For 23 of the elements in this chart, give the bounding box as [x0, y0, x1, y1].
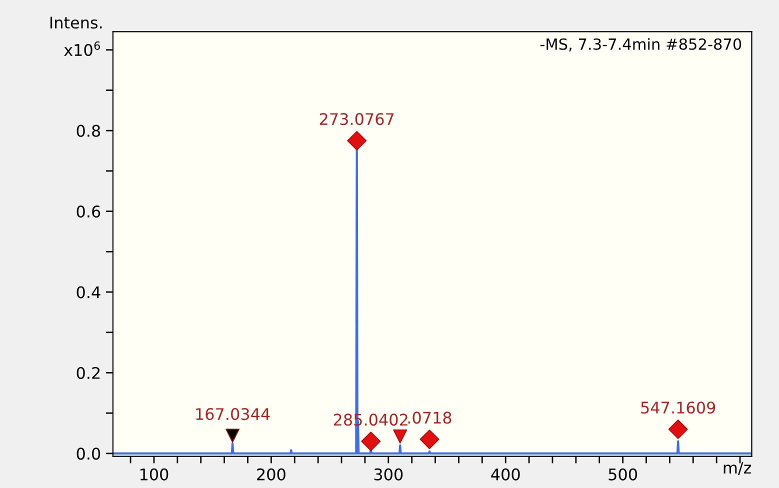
x-tick-label: 500 — [608, 468, 637, 480]
y-tick-label: 0.4 — [76, 286, 100, 298]
y-tick-label: x10$^{6}$ — [64, 41, 100, 56]
point — [420, 430, 440, 450]
x-tick-label: 300 — [374, 468, 403, 480]
point — [226, 428, 240, 443]
annotation: 167.0344 — [196, 408, 270, 420]
point — [347, 130, 367, 150]
y-tick-label: 0.2 — [76, 366, 100, 380]
annotation: 547.1609 — [641, 402, 716, 414]
y-tick-label: 0.6 — [76, 206, 100, 218]
annotation: .0718 — [408, 412, 452, 424]
x-tick-label: 100 — [140, 468, 168, 480]
point — [668, 420, 688, 439]
point — [361, 432, 381, 452]
y-tick-label: 0.8 — [76, 124, 100, 137]
x-axis-title: m/z — [724, 462, 752, 475]
x-tick-label: 400 — [491, 468, 520, 480]
annotation: 273.0767 — [320, 113, 394, 126]
y-tick-label: 0.0 — [76, 448, 100, 460]
chart-title: -MS, 7.3-7.4min #852-870 — [540, 38, 742, 52]
y-axis-title: Intens. — [50, 16, 102, 29]
x-tick-label: 200 — [257, 468, 286, 480]
